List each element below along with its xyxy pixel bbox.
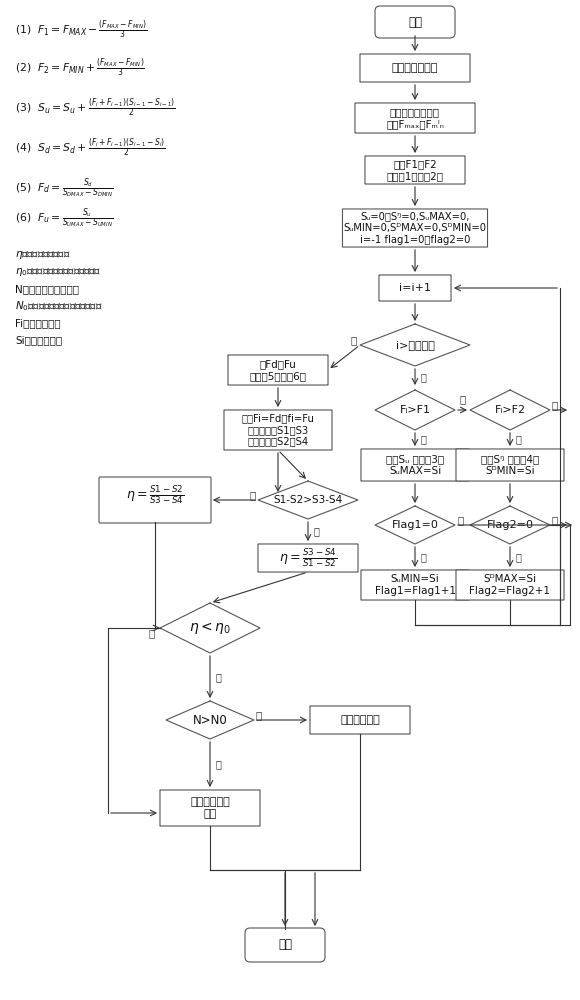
Text: 否: 否 (552, 400, 558, 410)
Text: $\eta = \frac{S3-S4}{S1-S2}$: $\eta = \frac{S3-S4}{S1-S2}$ (279, 547, 337, 569)
Text: $\eta < \eta_0$: $\eta < \eta_0$ (189, 620, 231, 636)
Text: 求取F1，F2
公式（1）和（2）: 求取F1，F2 公式（1）和（2） (386, 159, 444, 181)
Text: 是: 是 (516, 434, 522, 444)
Text: 否: 否 (148, 628, 155, 638)
Text: S1-S2>S3-S4: S1-S2>S3-S4 (273, 495, 343, 505)
Text: Fi为载荷数据；: Fi为载荷数据； (15, 318, 61, 328)
Text: Flag2=0: Flag2=0 (487, 520, 534, 530)
FancyBboxPatch shape (245, 928, 325, 962)
Text: Fᵢ>F2: Fᵢ>F2 (494, 405, 525, 415)
Text: (5)  $F_d = \frac{S_d}{S_{DMAX} - S_{DMIN}}$: (5) $F_d = \frac{S_d}{S_{DMAX} - S_{DMIN… (15, 176, 114, 200)
Polygon shape (375, 506, 455, 544)
FancyBboxPatch shape (99, 477, 211, 523)
Text: $\eta_0$为设定抽油运行最小充满度要求: $\eta_0$为设定抽油运行最小充满度要求 (15, 266, 102, 278)
FancyBboxPatch shape (360, 54, 470, 82)
Text: 否: 否 (552, 515, 558, 525)
Text: i=i+1: i=i+1 (399, 283, 431, 293)
Text: 求Fd和Fu
公式（5）和（6）: 求Fd和Fu 公式（5）和（6） (249, 359, 306, 381)
FancyBboxPatch shape (228, 355, 328, 385)
FancyBboxPatch shape (375, 6, 455, 38)
Text: $\eta$为抽油机当前充满度: $\eta$为抽油机当前充满度 (15, 249, 71, 261)
Text: 是: 是 (216, 760, 222, 770)
FancyBboxPatch shape (342, 209, 488, 247)
Polygon shape (258, 481, 358, 519)
Polygon shape (375, 390, 455, 430)
Text: (6)  $F_u = \frac{S_u}{S_{UMAX} - S_{UMIN}}$: (6) $F_u = \frac{S_u}{S_{UMAX} - S_{UMIN… (15, 206, 113, 230)
Text: 采集地面示功图: 采集地面示功图 (392, 63, 438, 73)
FancyBboxPatch shape (361, 449, 469, 481)
Text: 否: 否 (459, 394, 466, 404)
Text: 否: 否 (250, 490, 256, 500)
Text: (4)  $S_d = S_d + \frac{(F_i + F_{i-1})(S_{i-1} - S_i)}{2}$: (4) $S_d = S_d + \frac{(F_i + F_{i-1})(S… (15, 137, 166, 159)
Text: 计算Sᵑ 公式（4）
SᴰMIN=Si: 计算Sᵑ 公式（4） SᴰMIN=Si (481, 454, 539, 476)
Text: 是: 是 (351, 335, 357, 345)
Text: $\eta = \frac{S1-S2}{S3-S4}$: $\eta = \frac{S1-S2}{S3-S4}$ (126, 484, 184, 506)
Text: Si为位移数据；: Si为位移数据； (15, 335, 62, 345)
Text: 否: 否 (457, 515, 463, 525)
Text: (1)  $F_1 = F_{MAX} - \frac{(F_{MAX} - F_{MIN})}{3}$: (1) $F_1 = F_{MAX} - \frac{(F_{MAX} - F_… (15, 19, 147, 41)
Text: 是: 是 (314, 526, 320, 536)
Text: 是: 是 (421, 434, 427, 444)
Polygon shape (166, 701, 254, 739)
Text: 结束: 结束 (278, 938, 292, 952)
FancyBboxPatch shape (456, 570, 564, 600)
Text: Flag1=0: Flag1=0 (392, 520, 438, 530)
Polygon shape (360, 324, 470, 366)
Text: 计算Sᵤ 公式（3）
SᵤMAX=Si: 计算Sᵤ 公式（3） SᵤMAX=Si (386, 454, 444, 476)
Polygon shape (470, 506, 550, 544)
Text: 求载荷最大值和最
小值Fₘₐₓ和Fₘᴵₙ: 求载荷最大值和最 小值Fₘₐₓ和Fₘᴵₙ (386, 107, 444, 129)
Text: $N_0$为抽油机高效运行的最低冲次；: $N_0$为抽油机高效运行的最低冲次； (15, 299, 103, 313)
Text: N>N0: N>N0 (193, 714, 227, 726)
FancyBboxPatch shape (456, 449, 564, 481)
Text: SᵤMIN=Si
Flag1=Flag1+1: SᵤMIN=Si Flag1=Flag1+1 (375, 574, 455, 596)
Text: 发送冲次调节
命令: 发送冲次调节 命令 (190, 797, 230, 819)
Text: N为抽油机当前的冲次: N为抽油机当前的冲次 (15, 284, 79, 294)
Text: 发送停机命令: 发送停机命令 (340, 715, 380, 725)
Text: 是: 是 (516, 552, 522, 562)
Text: (3)  $S_u = S_u + \frac{(F_i + F_{i-1})(S_{i-1} - S_{i-1})}{2}$: (3) $S_u = S_u + \frac{(F_i + F_{i-1})(S… (15, 97, 176, 119)
FancyBboxPatch shape (355, 103, 475, 133)
FancyBboxPatch shape (379, 275, 451, 301)
FancyBboxPatch shape (361, 570, 469, 600)
Polygon shape (160, 603, 260, 653)
Text: SᴰMAX=Si
Flag2=Flag2+1: SᴰMAX=Si Flag2=Flag2+1 (469, 574, 550, 596)
Text: 否: 否 (256, 710, 262, 720)
FancyBboxPatch shape (310, 706, 410, 734)
Text: 开始: 开始 (408, 15, 422, 28)
Text: i>功图点数: i>功图点数 (396, 340, 434, 350)
FancyBboxPatch shape (365, 156, 465, 184)
Text: Sᵤ=0；Sᵑ=0,SᵤMAX=0,
SᵤMIN=0,SᴰMAX=0,SᴰMIN=0
i=-1 flag1=0；flag2=0: Sᵤ=0；Sᵑ=0,SᵤMAX=0, SᵤMIN=0,SᴰMAX=0,SᴰMIN… (343, 211, 487, 245)
Text: 是: 是 (216, 672, 222, 682)
Text: Fᵢ>F1: Fᵢ>F1 (400, 405, 430, 415)
Text: 求取Fi=Fd和fi=Fu
时最大位移S1，S3
和最小位移S2和S4: 求取Fi=Fd和fi=Fu 时最大位移S1，S3 和最小位移S2和S4 (241, 413, 314, 447)
FancyBboxPatch shape (258, 544, 358, 572)
Polygon shape (470, 390, 550, 430)
Text: (2)  $F_2 = F_{MIN} + \frac{(F_{MAX} - F_{MIN})}{3}$: (2) $F_2 = F_{MIN} + \frac{(F_{MAX} - F_… (15, 57, 145, 79)
FancyBboxPatch shape (160, 790, 260, 826)
Text: 是: 是 (421, 552, 427, 562)
FancyBboxPatch shape (224, 410, 332, 450)
Text: 否: 否 (421, 372, 427, 382)
